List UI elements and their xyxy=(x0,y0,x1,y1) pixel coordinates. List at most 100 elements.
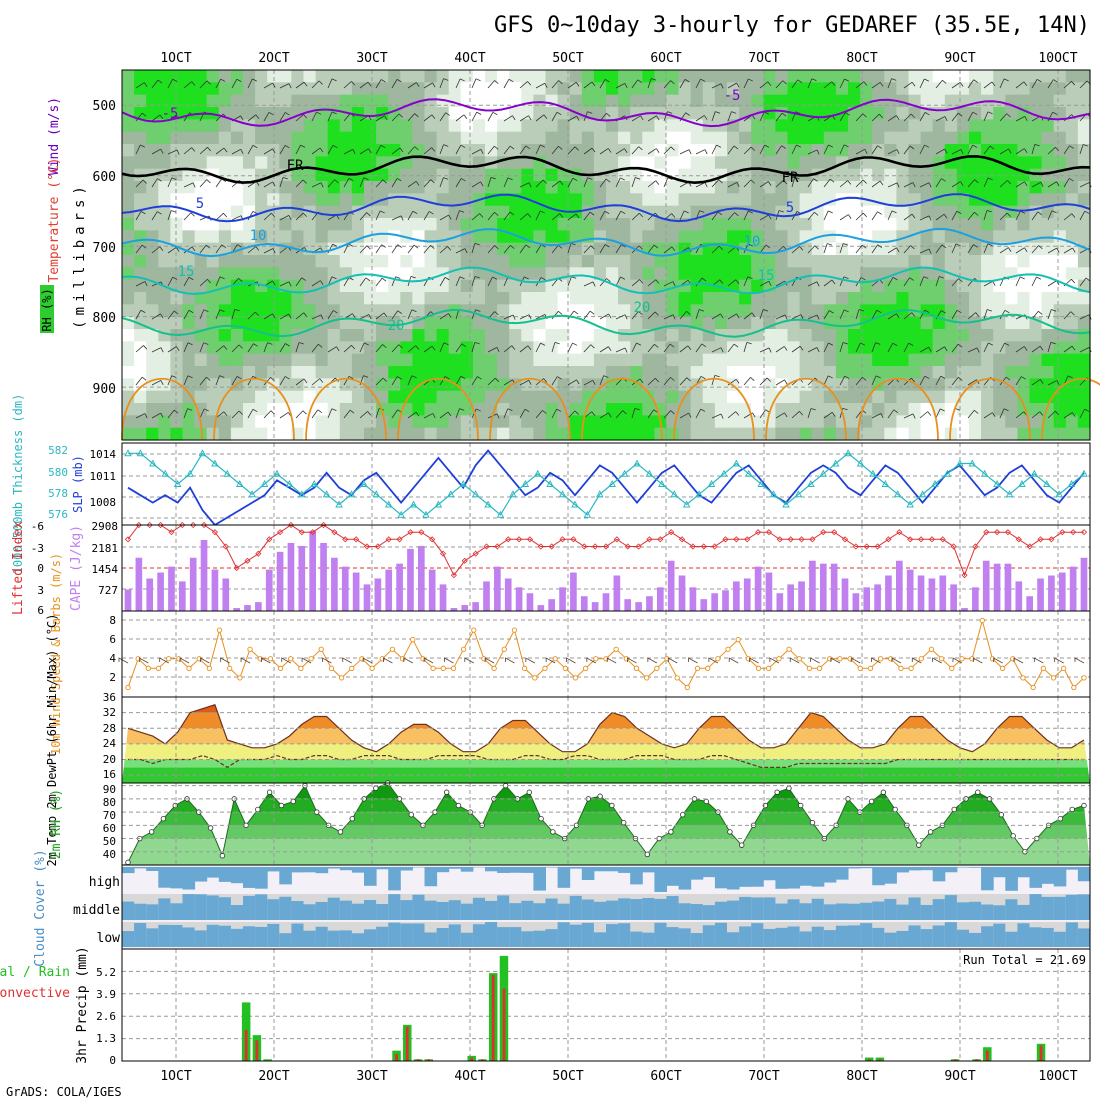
wind-barb xyxy=(327,310,338,320)
rh-cell xyxy=(981,304,994,318)
wind-barb xyxy=(263,342,273,353)
rh-cell xyxy=(775,131,789,145)
rh-cell xyxy=(218,82,232,96)
wind-barb xyxy=(311,147,324,155)
rh-cell xyxy=(134,119,147,133)
cape-bar xyxy=(265,569,273,611)
rh-cell xyxy=(557,230,571,244)
rh-cell xyxy=(896,181,910,194)
wind-barb xyxy=(599,278,611,287)
rh-cell xyxy=(823,415,837,429)
rh-cell xyxy=(751,94,764,108)
rh-cell xyxy=(1065,255,1079,268)
rh-cell xyxy=(714,316,728,330)
cloud-middle-cell xyxy=(460,903,474,920)
wind-barb xyxy=(279,376,290,386)
rh-cell xyxy=(509,156,522,170)
rh-cell xyxy=(243,378,256,392)
wind-barb xyxy=(695,408,706,419)
rh-cell xyxy=(1041,144,1055,157)
cloud-high-cell xyxy=(206,867,220,878)
wind-barb xyxy=(215,147,228,155)
wind-barb xyxy=(839,214,852,221)
precip-gridlines xyxy=(122,949,1090,1061)
rh-cell xyxy=(533,353,547,367)
cloud-middle-cell xyxy=(1017,904,1030,920)
li-marker xyxy=(657,536,664,543)
rh-cell xyxy=(702,366,716,379)
rh-cell xyxy=(388,279,401,293)
wind-speed-marker xyxy=(867,665,874,671)
wind-barb xyxy=(759,181,772,188)
surface-wind-barb xyxy=(891,657,902,664)
rh-cell xyxy=(944,70,958,83)
rh-cell xyxy=(666,415,680,429)
rh-cell xyxy=(884,403,897,416)
rh-cell xyxy=(412,107,426,120)
rh-cell xyxy=(122,366,135,379)
cloud-middle-cell xyxy=(1029,894,1043,920)
wind-barb xyxy=(439,177,449,188)
rh-cell xyxy=(956,415,970,429)
rh-cell xyxy=(182,390,196,404)
temp-tick-label: 28 xyxy=(103,722,116,735)
rh-cell xyxy=(993,427,1006,441)
rh-cell xyxy=(969,119,982,133)
rh-cell xyxy=(521,329,534,342)
temp2m-axis-label: 2m Temp 2m DewPt (6hr Min/Max) (°C) xyxy=(45,614,59,867)
rh-cell xyxy=(908,181,922,194)
rh-cell xyxy=(339,427,353,441)
rh-cell xyxy=(896,378,910,392)
wind-barb xyxy=(535,114,548,122)
rh-cell xyxy=(243,390,256,404)
wind-barb xyxy=(295,378,308,386)
rh-cell xyxy=(581,82,595,96)
wind-barb xyxy=(151,178,162,188)
rh-cell xyxy=(339,255,353,268)
rh-cell xyxy=(194,181,208,194)
rh-cell xyxy=(823,378,837,392)
rh-cell xyxy=(714,390,728,404)
rh-cell xyxy=(569,242,583,256)
rh-cell xyxy=(291,230,305,244)
cloud-high-cell xyxy=(315,867,329,874)
rh-cell xyxy=(448,144,462,157)
rh-cell xyxy=(170,427,184,441)
rh-cell xyxy=(666,131,680,145)
rh-cell xyxy=(702,390,716,404)
wind-barb xyxy=(807,408,816,419)
wind-barb xyxy=(567,310,579,320)
rh-cell xyxy=(388,304,401,318)
wind-barb xyxy=(791,176,800,188)
rh-cell xyxy=(908,218,922,231)
rh-cell xyxy=(134,255,147,268)
wind-barb xyxy=(1047,380,1060,386)
rh-cell xyxy=(146,427,159,441)
wind-barb xyxy=(503,245,515,254)
wind-barb xyxy=(615,244,626,254)
rh-cell xyxy=(569,218,583,231)
rh-cell xyxy=(436,107,450,120)
rh-cell xyxy=(230,353,244,367)
cape-tick-label: 2908 xyxy=(92,520,119,533)
rh-cell xyxy=(533,366,547,379)
rh-cell xyxy=(134,181,147,194)
li-marker xyxy=(244,557,251,564)
rh-cell xyxy=(835,94,849,108)
rh-cell xyxy=(255,193,268,207)
wind-barb xyxy=(759,214,772,221)
wind-barb xyxy=(375,377,387,386)
rh-cell xyxy=(472,329,486,342)
wind-barb xyxy=(151,313,164,320)
wind-barb xyxy=(519,182,532,188)
wind-barb xyxy=(263,313,276,320)
rh-cell xyxy=(303,292,317,305)
rh-cell xyxy=(267,341,280,355)
rh-cell xyxy=(884,144,897,157)
wind-barb xyxy=(935,408,945,419)
rh-cell xyxy=(388,94,401,108)
rh-cell xyxy=(835,131,849,145)
wind-speed-marker xyxy=(857,665,863,671)
rh-cell xyxy=(303,230,317,244)
wind-speed-marker xyxy=(633,665,640,671)
